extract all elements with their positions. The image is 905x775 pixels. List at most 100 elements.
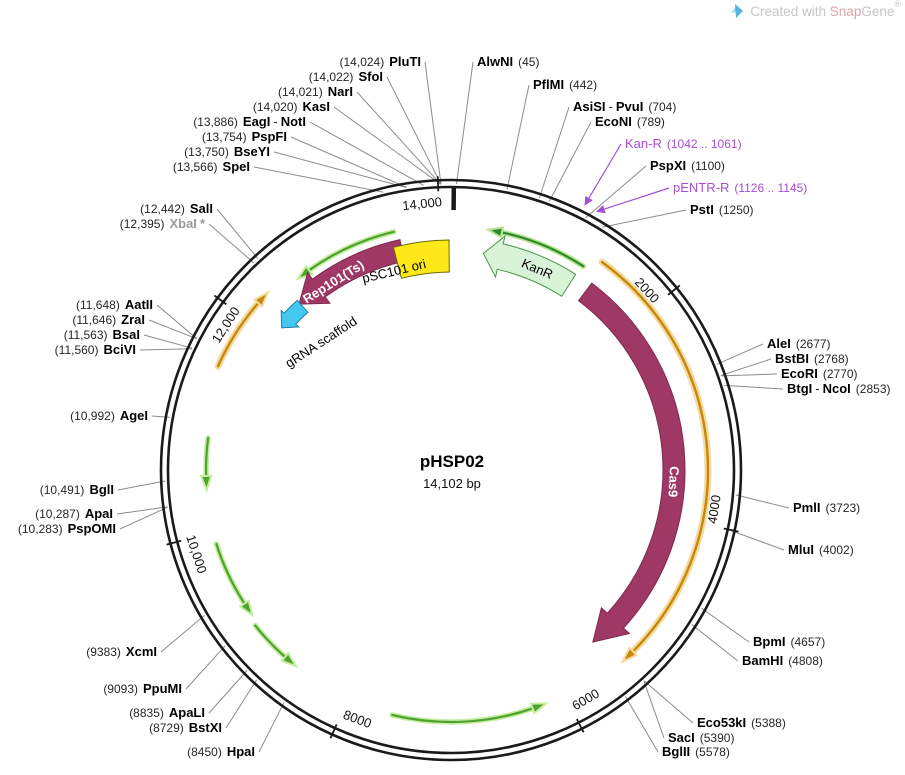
site-label-part: (10,287) xyxy=(35,507,80,521)
site-label-pflmi[interactable]: PflMI(442) xyxy=(533,77,597,92)
site-label-alwni[interactable]: AlwNI(45) xyxy=(477,54,539,69)
site-label-part: PvuI xyxy=(616,99,643,114)
site-label-bstbi[interactable]: BstBI(2768) xyxy=(775,351,849,366)
site-label-part: (5390) xyxy=(700,731,735,745)
site-label-part: (3723) xyxy=(825,501,860,515)
site-label-part: (14,020) xyxy=(253,100,298,114)
site-label-eagi[interactable]: (13,886)EagI-NotI xyxy=(193,114,306,129)
primer-leader-line xyxy=(604,188,669,209)
site-label-part: (14,024) xyxy=(340,55,385,69)
watermark-brand-snap: Snap xyxy=(830,4,862,19)
site-label-bgli[interactable]: (10,491)BglI xyxy=(40,482,114,497)
leader-line xyxy=(310,122,424,185)
site-label-part: (704) xyxy=(648,100,676,114)
site-label-ecori[interactable]: EcoRI(2770) xyxy=(781,366,858,381)
site-label-bseyi[interactable]: (13,750)BseYI xyxy=(184,144,270,159)
site-label-part: (4808) xyxy=(788,654,823,668)
site-label-spei[interactable]: (13,566) SpeI xyxy=(173,159,250,174)
site-label-part: EcoRI xyxy=(781,366,818,381)
site-label-part: BtgI xyxy=(787,381,812,396)
site-label-kasi[interactable]: (14,020)KasI xyxy=(253,99,330,114)
site-label-part: EcoNI xyxy=(595,114,632,129)
site-label-part: PspXI xyxy=(650,158,686,173)
site-label-part: PmlI xyxy=(793,500,820,515)
site-label-agei[interactable]: (10,992)AgeI xyxy=(70,408,148,423)
leader-line xyxy=(387,77,441,184)
leader-line xyxy=(274,152,406,188)
site-label-sali[interactable]: (12,442)SalI xyxy=(140,201,213,216)
site-label-pmli[interactable]: PmlI (3723) xyxy=(793,500,860,515)
site-label-part: (5388) xyxy=(751,716,786,730)
site-label-pspfi[interactable]: (13,754)PspFI xyxy=(202,129,287,144)
site-label-part: - xyxy=(273,114,277,129)
snapgene-watermark: Created with SnapGene® xyxy=(730,3,901,19)
registered-mark-icon: ® xyxy=(894,0,901,9)
site-label-xbai[interactable]: (12,395)XbaI* xyxy=(120,216,206,231)
watermark-text: Created with SnapGene® xyxy=(750,3,901,19)
site-label-econi[interactable]: EcoNI(789) xyxy=(595,114,665,129)
site-label-aatii[interactable]: (11,648)AatII xyxy=(76,297,153,312)
site-label-part: SpeI xyxy=(223,159,250,174)
site-label-part: (13,566) xyxy=(173,160,218,174)
site-label-part: BstBI xyxy=(775,351,809,366)
site-label-sfoi[interactable]: (14,022)SfoI xyxy=(309,69,383,84)
site-label-part: AatII xyxy=(125,297,153,312)
leader-line xyxy=(626,697,659,752)
site-label-part: ZraI xyxy=(121,312,145,327)
site-label-saci[interactable]: SacI(5390) xyxy=(668,730,734,745)
site-label-apali[interactable]: (8835)ApaLI xyxy=(129,705,205,720)
site-label-part: PspOMI xyxy=(68,521,116,536)
site-label-pspomi[interactable]: (10,283) PspOMI xyxy=(18,521,116,536)
site-label-bglii[interactable]: BglII(5578) xyxy=(662,744,730,759)
site-label-bamhi[interactable]: BamHI (4808) xyxy=(742,653,823,668)
site-label-pspxi[interactable]: PspXI (1100) xyxy=(650,158,725,173)
site-label-pluti[interactable]: (14,024)PluTI xyxy=(340,54,421,69)
site-label-eco53ki[interactable]: Eco53kI(5388) xyxy=(697,715,786,730)
leader-line xyxy=(692,625,738,662)
site-label-nari[interactable]: (14,021)NarI xyxy=(278,84,353,99)
leader-line xyxy=(226,680,257,728)
site-label-part: XcmI xyxy=(126,644,157,659)
site-label-kan-r[interactable]: Kan-R(1042 .. 1061) xyxy=(625,136,742,151)
site-label-bpmi[interactable]: BpmI(4657) xyxy=(753,634,825,649)
site-label-xcmi[interactable]: (9383)XcmI xyxy=(86,644,157,659)
left-direction-arrow-2-glow xyxy=(216,544,244,604)
bottom-direction-arrow-head-icon xyxy=(531,703,546,713)
site-label-pentr-r[interactable]: pENTR-R(1126 .. 1145) xyxy=(673,180,807,195)
site-label-part: PstI xyxy=(690,202,714,217)
site-label-btgi[interactable]: BtgI-NcoI(2853) xyxy=(787,381,890,396)
site-label-part: BamHI xyxy=(742,653,783,668)
leader-line xyxy=(140,349,192,350)
feature-grna-scaffold[interactable] xyxy=(281,300,308,328)
leader-line xyxy=(259,702,284,752)
leader-line xyxy=(157,305,197,339)
site-label-psti[interactable]: PstI(1250) xyxy=(690,202,754,217)
site-label-part: (8729) xyxy=(149,721,184,735)
site-label-hpai[interactable]: (8450) HpaI xyxy=(187,744,255,759)
site-label-part: NotI xyxy=(281,114,306,129)
site-label-part: (4002) xyxy=(819,543,854,557)
site-label-part: (14,021) xyxy=(278,85,323,99)
site-label-bstxi[interactable]: (8729)BstXI xyxy=(149,720,222,735)
feature-label-cas9[interactable]: Cas9 xyxy=(665,466,682,498)
site-label-part: (1100) xyxy=(691,159,725,173)
site-label-alei[interactable]: AleI(2677) xyxy=(767,336,831,351)
leader-line xyxy=(724,385,783,389)
tick-label: 8000 xyxy=(341,707,373,731)
primer-arrowhead-icon xyxy=(596,205,606,213)
site-label-ppumi[interactable]: (9093)PpuMI xyxy=(103,681,182,696)
site-label-zrai[interactable]: (11,646)ZraI xyxy=(72,312,145,327)
site-label-part: (10,283) xyxy=(18,522,63,536)
site-label-part: HpaI xyxy=(227,744,255,759)
site-label-bsai[interactable]: (11,563)BsaI xyxy=(64,327,140,342)
site-label-apai[interactable]: (10,287)ApaI xyxy=(35,506,113,521)
site-label-part: Kan-R xyxy=(625,136,662,151)
site-label-part: (8450) xyxy=(187,745,222,759)
site-label-asisi[interactable]: AsiSI-PvuI(704) xyxy=(573,99,676,114)
site-label-part: (11,560) xyxy=(55,343,99,357)
site-label-part: (11,563) xyxy=(64,328,108,342)
site-label-mlui[interactable]: MluI(4002) xyxy=(788,542,854,557)
site-label-bcivi[interactable]: (11,560)BciVI xyxy=(55,342,136,357)
site-label-part: (10,491) xyxy=(40,483,85,497)
